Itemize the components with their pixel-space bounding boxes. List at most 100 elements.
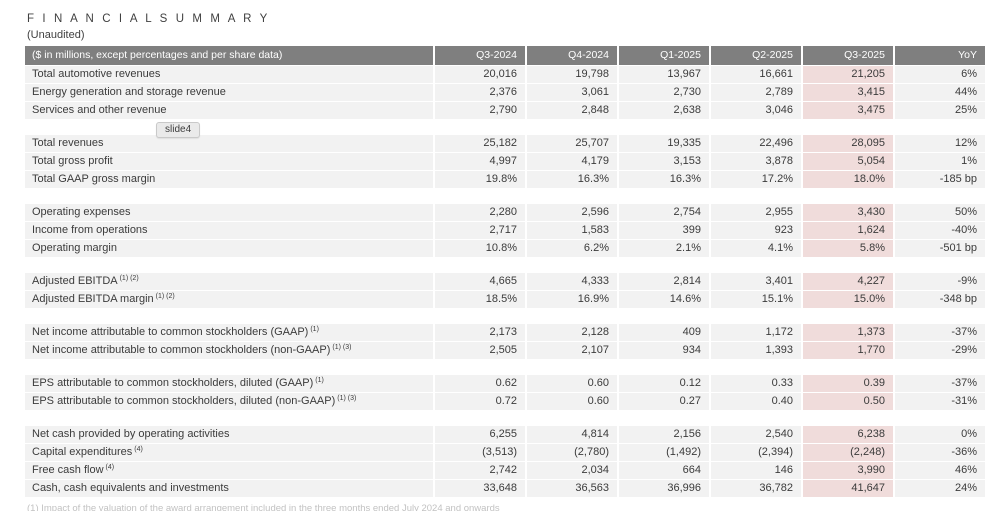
value-cell: 1,393 <box>711 342 801 359</box>
footnote-marker: (4) <box>105 464 115 471</box>
value-cell: 2,730 <box>619 84 709 101</box>
table-row: Capital expenditures (4) (3,513) (2,780) (1,… <box>25 444 985 461</box>
row-label: Net cash provided by operating activitie… <box>25 426 433 443</box>
value-cell: 4.1% <box>711 240 801 257</box>
column-header-Q4-2024: Q4-2024 <box>527 46 617 65</box>
value-cell: 22,496 <box>711 135 801 152</box>
value-cell: 50% <box>895 204 985 221</box>
value-cell: 0.33 <box>711 375 801 392</box>
value-cell: 5,054 <box>803 153 893 170</box>
table-row: Energy generation and storage revenue 2,3… <box>25 84 985 101</box>
footnote-marker: (1) <box>315 377 324 384</box>
table-group: Adjusted EBITDA (1) (2) 4,665 4,333 2,814 3,4… <box>25 273 985 308</box>
row-label: Capital expenditures (4) <box>25 444 433 461</box>
table-row: Operating expenses 2,280 2,596 2,754 2,955 3,… <box>25 204 985 221</box>
value-cell: (2,780) <box>527 444 617 461</box>
row-label: Total automotive revenues <box>25 66 433 83</box>
value-cell: 2,848 <box>527 102 617 119</box>
value-cell: 923 <box>711 222 801 239</box>
value-cell: 36,563 <box>527 480 617 497</box>
value-cell: 4,814 <box>527 426 617 443</box>
value-cell: 1,770 <box>803 342 893 359</box>
value-cell: 2,955 <box>711 204 801 221</box>
row-label: Total GAAP gross margin <box>25 171 433 188</box>
value-cell: 2,596 <box>527 204 617 221</box>
value-cell: 1,624 <box>803 222 893 239</box>
value-cell: 0.12 <box>619 375 709 392</box>
row-label: Net income attributable to common stockh… <box>25 342 433 359</box>
slide-reference-chip[interactable]: slide4 <box>156 122 201 138</box>
table-row: EPS attributable to common stockholders,… <box>25 393 985 410</box>
value-cell: 17.2% <box>711 171 801 188</box>
table-row: Net income attributable to common stockh… <box>25 324 985 341</box>
row-label: Total gross profit <box>25 153 433 170</box>
value-cell: 2,789 <box>711 84 801 101</box>
value-cell: 0.60 <box>527 375 617 392</box>
value-cell: 3,878 <box>711 153 801 170</box>
value-cell: 14.6% <box>619 291 709 308</box>
value-cell: 2,505 <box>435 342 525 359</box>
row-label: Net income attributable to common stockh… <box>25 324 433 341</box>
value-cell: -31% <box>895 393 985 410</box>
value-cell: 4,665 <box>435 273 525 290</box>
value-cell: 0.60 <box>527 393 617 410</box>
table-row: Total revenues 25,182 25,707 19,335 22,496 28… <box>25 135 985 152</box>
value-cell: 146 <box>711 462 801 479</box>
table-row: Income from operations 2,717 1,583 399 923 1,… <box>25 222 985 239</box>
value-cell: 2,376 <box>435 84 525 101</box>
value-cell: 16.3% <box>527 171 617 188</box>
value-cell: 36,782 <box>711 480 801 497</box>
footnote-marker: (4) <box>134 446 143 453</box>
value-cell: 2,717 <box>435 222 525 239</box>
column-header-Q2-2025: Q2-2025 <box>711 46 801 65</box>
value-cell: 3,061 <box>527 84 617 101</box>
table-row: Cash, cash equivalents and investments 33… <box>25 480 985 497</box>
value-cell: 36,996 <box>619 480 709 497</box>
table-row: Total automotive revenues 20,016 19,798 13,… <box>25 66 985 83</box>
value-cell: 18.5% <box>435 291 525 308</box>
value-cell: 16.9% <box>527 291 617 308</box>
column-header-Q1-2025: Q1-2025 <box>619 46 709 65</box>
table-header-row: ($ in millions, except percentages and p… <box>25 46 985 65</box>
row-label: Energy generation and storage revenue <box>25 84 433 101</box>
value-cell: 0.62 <box>435 375 525 392</box>
value-cell: 25,182 <box>435 135 525 152</box>
table-header-caption: ($ in millions, except percentages and p… <box>25 46 433 65</box>
value-cell: 4,997 <box>435 153 525 170</box>
value-cell: 19,335 <box>619 135 709 152</box>
value-cell: 3,046 <box>711 102 801 119</box>
page-subtitle: (Unaudited) <box>27 29 85 41</box>
value-cell: 3,153 <box>619 153 709 170</box>
value-cell: 25% <box>895 102 985 119</box>
value-cell: 3,430 <box>803 204 893 221</box>
value-cell: 0% <box>895 426 985 443</box>
value-cell: 2,814 <box>619 273 709 290</box>
value-cell: 4,333 <box>527 273 617 290</box>
value-cell: 2,754 <box>619 204 709 221</box>
value-cell: 12% <box>895 135 985 152</box>
footnote-clipped: (1) Impact of the valuation of the award… <box>27 503 500 511</box>
table-row: Net cash provided by operating activitie… <box>25 426 985 443</box>
value-cell: 1,373 <box>803 324 893 341</box>
column-header-YoY: YoY <box>895 46 985 65</box>
table-row: EPS attributable to common stockholders,… <box>25 375 985 392</box>
value-cell: 1,172 <box>711 324 801 341</box>
value-cell: 2,107 <box>527 342 617 359</box>
value-cell: -501 bp <box>895 240 985 257</box>
table-row: Adjusted EBITDA margin (1) (2) 18.5% 16.9% 1… <box>25 291 985 308</box>
row-label: Adjusted EBITDA (1) (2) <box>25 273 433 290</box>
value-cell: (2,248) <box>803 444 893 461</box>
value-cell: 46% <box>895 462 985 479</box>
value-cell: -40% <box>895 222 985 239</box>
value-cell: 2,173 <box>435 324 525 341</box>
table-row: Services and other revenue 2,790 2,848 2,63… <box>25 102 985 119</box>
value-cell: 6,238 <box>803 426 893 443</box>
value-cell: 409 <box>619 324 709 341</box>
value-cell: 0.72 <box>435 393 525 410</box>
value-cell: 2,156 <box>619 426 709 443</box>
row-label: EPS attributable to common stockholders,… <box>25 393 433 410</box>
value-cell: -29% <box>895 342 985 359</box>
value-cell: 5.8% <box>803 240 893 257</box>
value-cell: (3,513) <box>435 444 525 461</box>
table-group: Net cash provided by operating activitie… <box>25 426 985 497</box>
